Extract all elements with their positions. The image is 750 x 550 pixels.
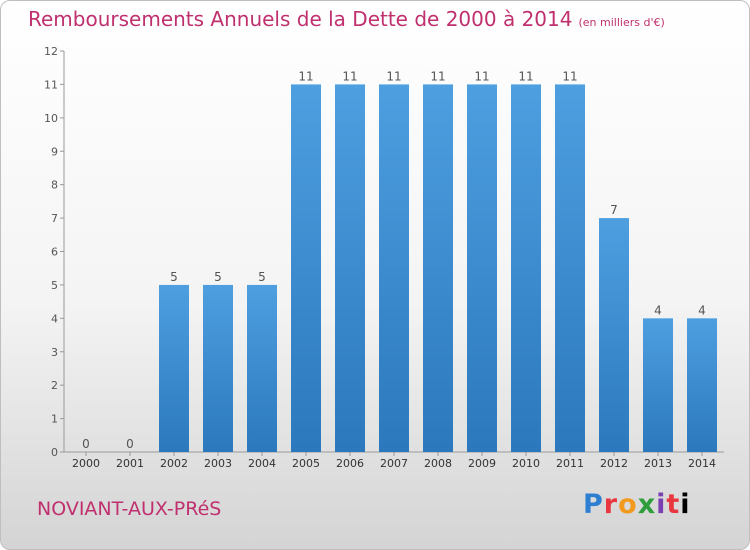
bar-2004 — [247, 284, 277, 452]
x-tick-label: 2003 — [204, 457, 232, 470]
bar-2013 — [643, 318, 673, 452]
bar-2014 — [687, 318, 717, 452]
bar-2009 — [467, 84, 497, 453]
chart-labels: 2000 0 2001 0 2002 5 2003 5 2004 5 2005 11 2006 11 200… — [72, 69, 716, 470]
y-tick-label: 10 — [44, 112, 58, 125]
bar-2011 — [555, 84, 585, 453]
value-label-2000: 0 — [82, 437, 90, 451]
chart-title: Remboursements Annuels de la Dette de 20… — [28, 7, 665, 31]
y-tick-label: 6 — [51, 246, 58, 259]
bar-2012 — [599, 218, 629, 452]
x-tick-label: 2008 — [424, 457, 452, 470]
bar-2007 — [379, 84, 409, 453]
value-label-2011: 11 — [562, 69, 577, 83]
y-tick-label: 2 — [51, 379, 58, 392]
y-tick-label: 5 — [51, 279, 58, 292]
value-label-2007: 11 — [386, 69, 401, 83]
bar-2008 — [423, 84, 453, 453]
value-label-2014: 4 — [698, 303, 706, 317]
x-tick-label: 2004 — [248, 457, 276, 470]
value-label-2006: 11 — [342, 69, 357, 83]
bar-2010 — [511, 84, 541, 453]
x-tick-label: 2011 — [556, 457, 584, 470]
x-tick-label: 2010 — [512, 457, 540, 470]
y-tick-label: 11 — [44, 78, 58, 91]
bar-2006 — [335, 84, 365, 453]
chart-title-text: Remboursements Annuels de la Dette de 20… — [28, 7, 573, 31]
y-tick-label: 7 — [51, 212, 58, 225]
proxiti-logo: Proxiti — [583, 489, 691, 520]
y-tick-label: 12 — [44, 45, 58, 58]
y-tick-label: 1 — [51, 413, 58, 426]
value-label-2001: 0 — [126, 437, 134, 451]
bar-2005 — [291, 84, 321, 453]
value-label-2004: 5 — [258, 270, 266, 284]
chart-bars — [159, 84, 717, 453]
y-tick-label: 4 — [51, 312, 58, 325]
x-tick-label: 2001 — [116, 457, 144, 470]
value-label-2012: 7 — [610, 203, 618, 217]
bar-2003 — [203, 284, 233, 452]
x-tick-label: 2012 — [600, 457, 628, 470]
bar-2002 — [159, 284, 189, 452]
x-tick-label: 2013 — [644, 457, 672, 470]
x-tick-label: 2005 — [292, 457, 320, 470]
x-tick-label: 2007 — [380, 457, 408, 470]
x-tick-label: 2014 — [688, 457, 716, 470]
value-label-2002: 5 — [170, 270, 178, 284]
commune-name: NOVIANT-AUX-PRéS — [37, 498, 222, 520]
y-tick-label: 8 — [51, 179, 58, 192]
value-label-2003: 5 — [214, 270, 222, 284]
x-tick-label: 2000 — [72, 457, 100, 470]
value-label-2009: 11 — [474, 69, 489, 83]
value-label-2013: 4 — [654, 303, 662, 317]
chart-subtitle: (en milliers d'€) — [578, 16, 665, 29]
x-tick-label: 2002 — [160, 457, 188, 470]
value-label-2010: 11 — [518, 69, 533, 83]
y-tick-label: 0 — [51, 446, 58, 459]
x-tick-label: 2009 — [468, 457, 496, 470]
value-label-2008: 11 — [430, 69, 445, 83]
x-tick-label: 2006 — [336, 457, 364, 470]
value-label-2005: 11 — [298, 69, 313, 83]
y-tick-label: 9 — [51, 145, 58, 158]
y-tick-label: 3 — [51, 346, 58, 359]
